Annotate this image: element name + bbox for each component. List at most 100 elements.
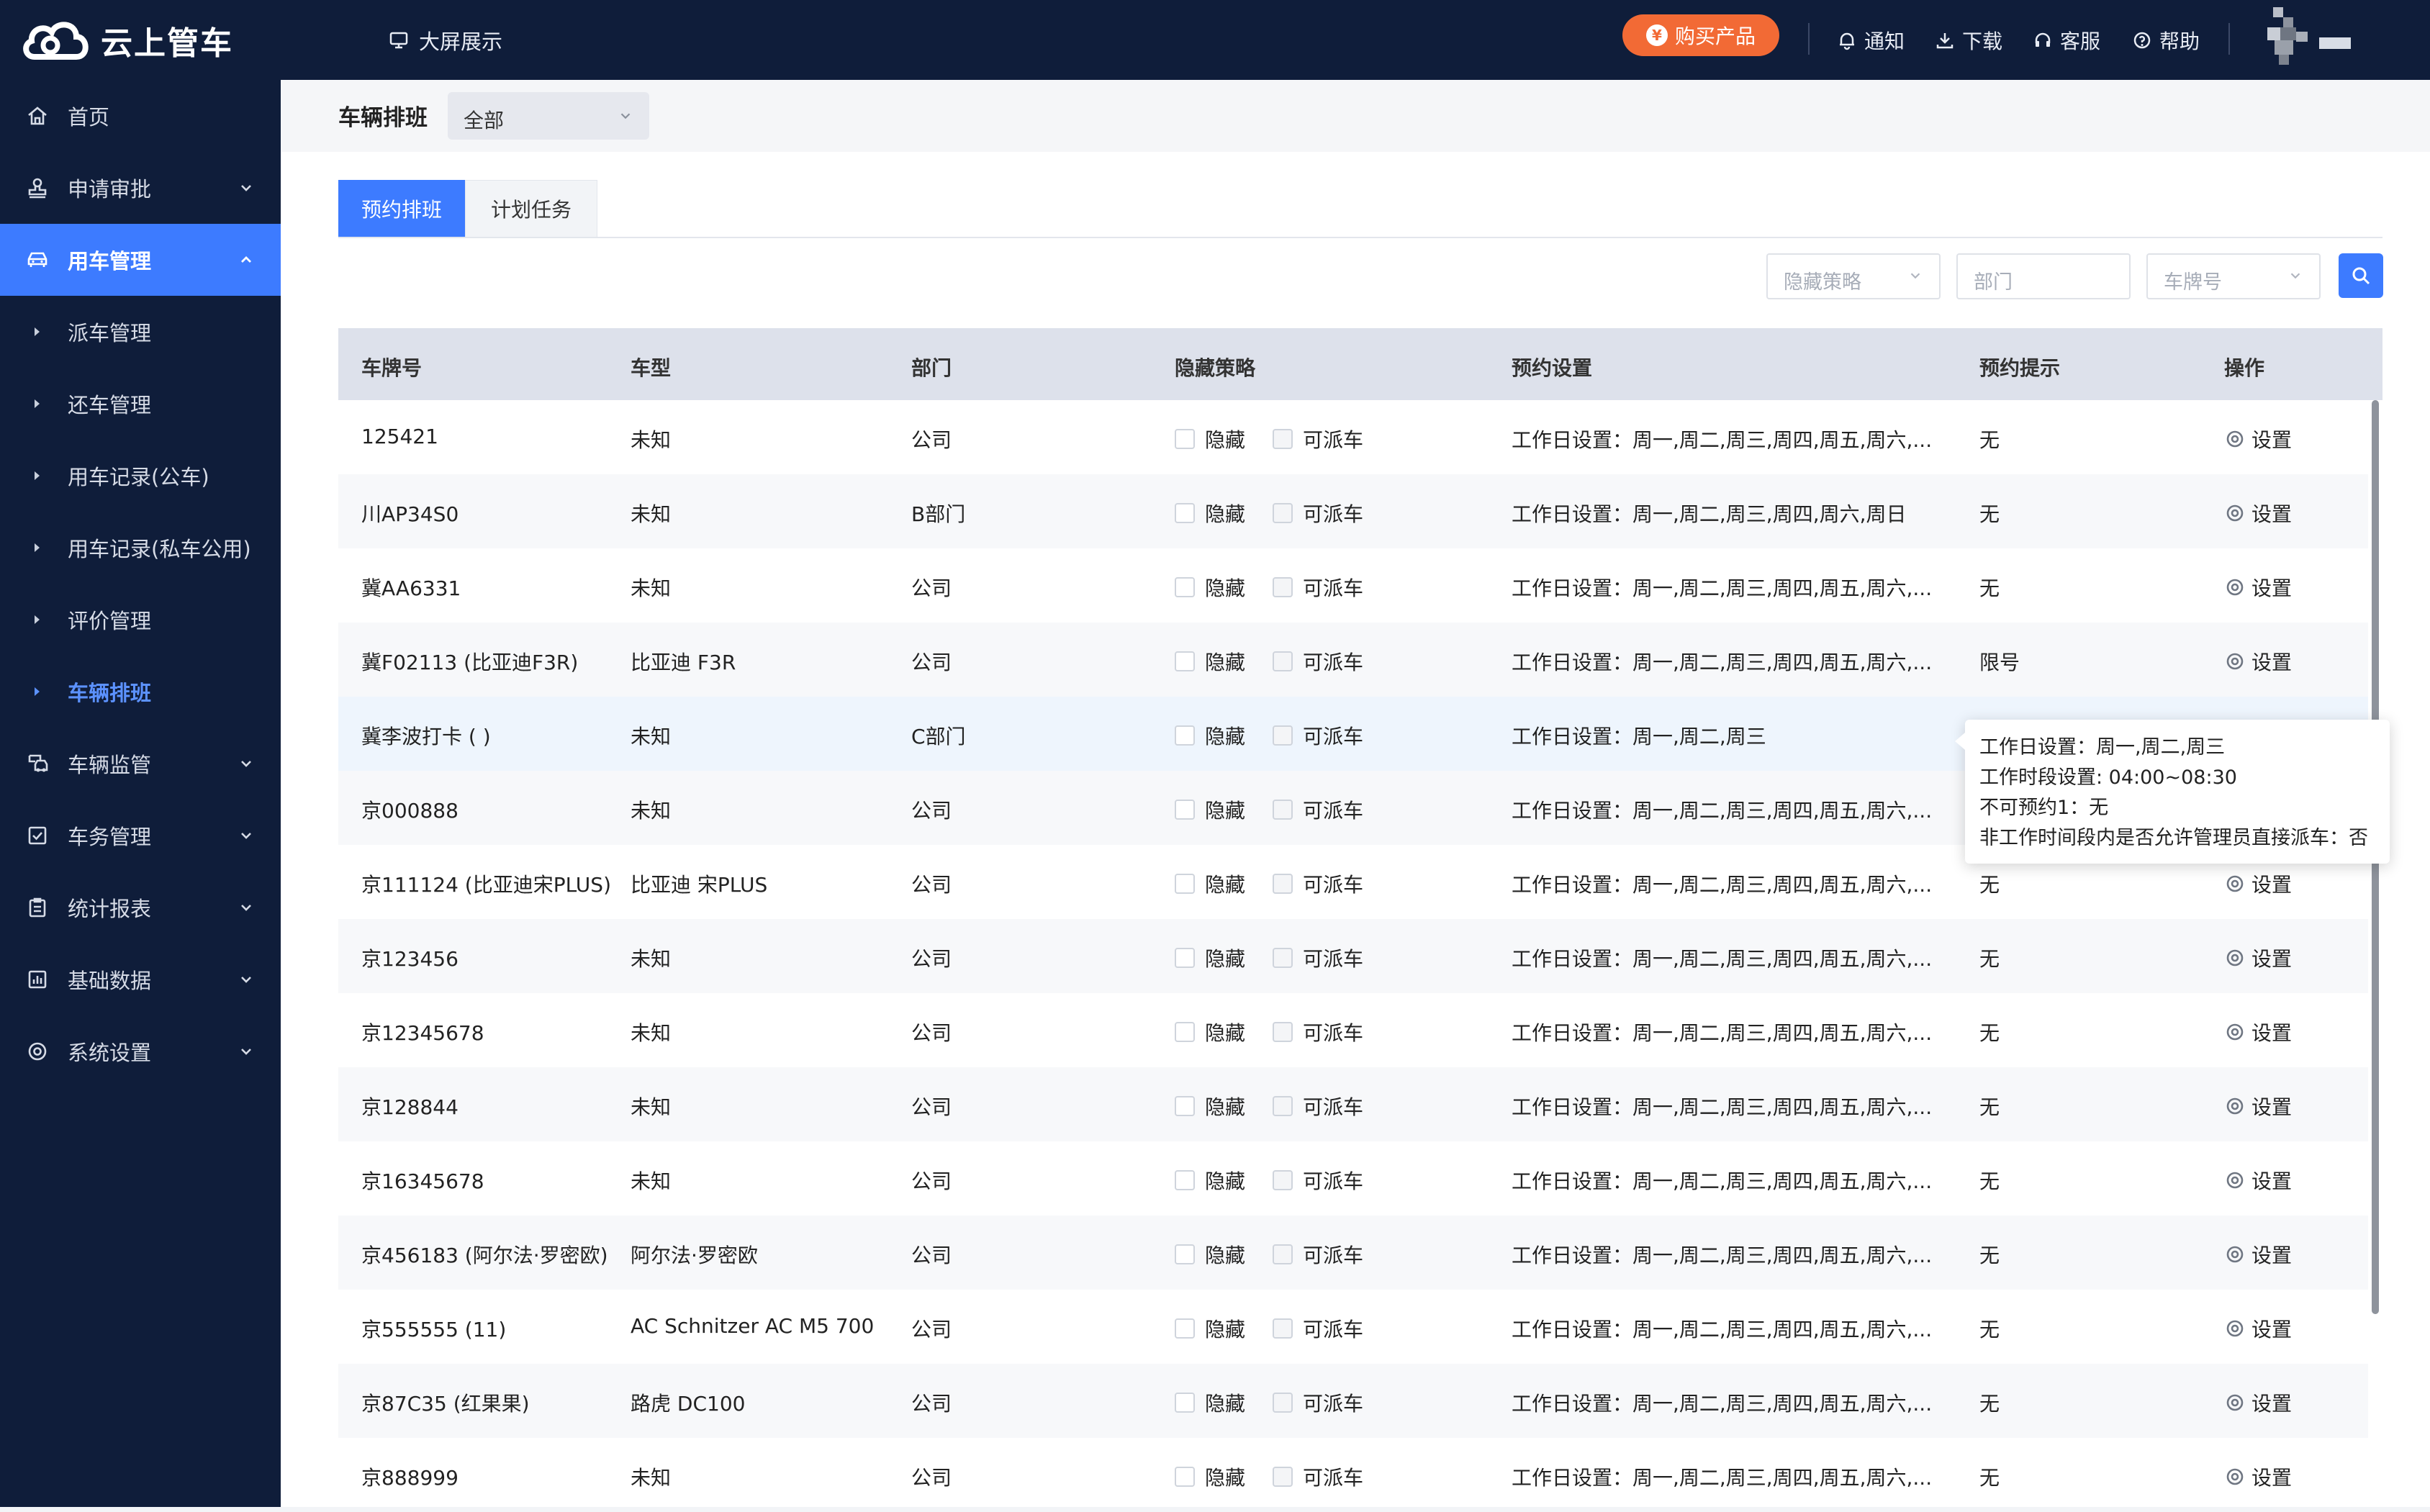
cell-reservation-settings[interactable]: 工作日设置：周一,周二,周三,周四,周五,周六,...	[1512, 1244, 1933, 1267]
settings-action-button[interactable]: 设置	[2224, 1166, 2292, 1195]
username-placeholder[interactable]	[2319, 37, 2351, 49]
dispatchable-checkbox[interactable]	[1273, 874, 1293, 894]
dispatchable-checkbox[interactable]	[1273, 1022, 1293, 1042]
table-row[interactable]: 京128844 未知 公司 隐藏 可派车 工作日设置：周一,周二,周三,周四,周五,周六,…	[338, 1067, 2368, 1141]
cell-reservation-settings[interactable]: 工作日设置：周一,周二,周三,周四,周六,周日	[1512, 502, 1907, 526]
dispatchable-checkbox[interactable]	[1273, 725, 1293, 746]
hide-checkbox[interactable]	[1175, 1393, 1195, 1413]
settings-action-button[interactable]: 设置	[2224, 1018, 2292, 1046]
table-row[interactable]: 京111124 (比亚迪宋PLUS) 比亚迪 宋PLUS 公司 隐藏 可派车 工作日设置：…	[338, 845, 2368, 919]
plate-filter-select[interactable]: 车牌号	[2146, 253, 2321, 299]
hide-checkbox[interactable]	[1175, 503, 1195, 523]
cell-reservation-settings[interactable]: 工作日设置：周一,周二,周三,周四,周五,周六,...	[1512, 428, 1933, 452]
cell-reservation-settings[interactable]: 工作日设置：周一,周二,周三,周四,周五,周六,...	[1512, 1169, 1933, 1193]
table-row[interactable]: 京12345678 未知 公司 隐藏 可派车 工作日设置：周一,周二,周三,周四,周五,周…	[338, 993, 2368, 1067]
sidebar-item-usage-record-private[interactable]: 用车记录(私车公用)	[0, 512, 281, 584]
buy-product-button[interactable]: ¥ 购买产品	[1622, 14, 1779, 56]
sidebar-item-return[interactable]: 还车管理	[0, 368, 281, 440]
settings-action-button[interactable]: 设置	[2224, 573, 2292, 602]
dispatchable-checkbox[interactable]	[1273, 1467, 1293, 1487]
hide-checkbox[interactable]	[1175, 725, 1195, 746]
settings-action-button[interactable]: 设置	[2224, 869, 2292, 898]
dispatchable-checkbox[interactable]	[1273, 948, 1293, 968]
dispatchable-checkbox[interactable]	[1273, 1170, 1293, 1190]
settings-action-button[interactable]: 设置	[2224, 425, 2292, 453]
table-row[interactable]: 京888999 未知 公司 隐藏 可派车 工作日设置：周一,周二,周三,周四,周五,周六,…	[338, 1438, 2368, 1512]
hide-checkbox[interactable]	[1175, 1096, 1195, 1116]
hide-checkbox[interactable]	[1175, 651, 1195, 671]
table-row[interactable]: 京555555 (11) AC Schnitzer AC M5 700 公司 隐藏 可派…	[338, 1290, 2368, 1364]
sidebar-item-usage-record-public[interactable]: 用车记录(公车)	[0, 440, 281, 512]
cell-reservation-settings[interactable]: 工作日设置：周一,周二,周三,周四,周五,周六,...	[1512, 1318, 1933, 1341]
tab-reservation-schedule[interactable]: 预约排班	[338, 180, 465, 237]
user-avatar[interactable]	[2264, 7, 2311, 65]
tab-planned-tasks[interactable]: 计划任务	[465, 180, 597, 237]
hide-checkbox[interactable]	[1175, 429, 1195, 449]
sidebar-item-basic-data[interactable]: 基础数据	[0, 943, 281, 1015]
settings-action-button[interactable]: 设置	[2224, 647, 2292, 676]
settings-action-button[interactable]: 设置	[2224, 943, 2292, 972]
sidebar-item-home[interactable]: 首页	[0, 80, 281, 152]
cell-reservation-settings[interactable]: 工作日设置：周一,周二,周三,周四,周五,周六,...	[1512, 873, 1933, 897]
settings-action-button[interactable]: 设置	[2224, 1462, 2292, 1491]
dispatchable-checkbox[interactable]	[1273, 1393, 1293, 1413]
dispatchable-checkbox[interactable]	[1273, 1244, 1293, 1264]
settings-action-button[interactable]: 设置	[2224, 1092, 2292, 1121]
hide-checkbox[interactable]	[1175, 1467, 1195, 1487]
dispatchable-checkbox[interactable]	[1273, 651, 1293, 671]
sidebar-item-evaluation[interactable]: 评价管理	[0, 584, 281, 656]
hide-checkbox[interactable]	[1175, 874, 1195, 894]
search-button[interactable]	[2339, 253, 2383, 298]
settings-action-button[interactable]: 设置	[2224, 1388, 2292, 1417]
table-row[interactable]: 京123456 未知 公司 隐藏 可派车 工作日设置：周一,周二,周三,周四,周五,周六,…	[338, 919, 2368, 993]
sidebar-item-reports[interactable]: 统计报表	[0, 872, 281, 943]
customer-service-button[interactable]: 客服	[2033, 19, 2100, 62]
cell-reservation-settings[interactable]: 工作日设置：周一,周二,周三,周四,周五,周六,...	[1512, 1466, 1933, 1490]
cell-reservation-settings[interactable]: 工作日设置：周一,周二,周三,周四,周五,周六,...	[1512, 651, 1933, 674]
bigscreen-link[interactable]: 大屏展示	[389, 19, 502, 62]
cell-reservation-settings[interactable]: 工作日设置：周一,周二,周三,周四,周五,周六,...	[1512, 576, 1933, 600]
cell-reservation-settings[interactable]: 工作日设置：周一,周二,周三,周四,周五,周六,...	[1512, 799, 1933, 823]
cell-reservation-settings[interactable]: 工作日设置：周一,周二,周三	[1512, 725, 1766, 748]
dispatchable-checkbox[interactable]	[1273, 429, 1293, 449]
hide-checkbox[interactable]	[1175, 948, 1195, 968]
hide-checkbox[interactable]	[1175, 1170, 1195, 1190]
download-button[interactable]: 下载	[1935, 19, 2002, 62]
strategy-filter-select[interactable]: 隐藏策略	[1766, 253, 1941, 299]
table-row[interactable]: 京87C35 (红果果) 路虎 DC100 公司 隐藏 可派车 工作日设置：周一,周二,周…	[338, 1364, 2368, 1438]
dispatchable-checkbox[interactable]	[1273, 1318, 1293, 1339]
hide-checkbox[interactable]	[1175, 1244, 1195, 1264]
settings-action-button[interactable]: 设置	[2224, 1240, 2292, 1269]
hide-checkbox[interactable]	[1175, 577, 1195, 597]
table-row[interactable]: 125421 未知 公司 隐藏 可派车 工作日设置：周一,周二,周三,周四,周五,周六,.…	[338, 400, 2368, 474]
dispatchable-checkbox[interactable]	[1273, 503, 1293, 523]
sidebar-item-dispatch[interactable]: 派车管理	[0, 296, 281, 368]
hide-checkbox[interactable]	[1175, 800, 1195, 820]
cell-reservation-settings[interactable]: 工作日设置：周一,周二,周三,周四,周五,周六,...	[1512, 947, 1933, 971]
table-row[interactable]: 冀AA6331 未知 公司 隐藏 可派车 工作日设置：周一,周二,周三,周四,周五,周六,…	[338, 548, 2368, 623]
app-logo[interactable]: 云上管车	[20, 10, 233, 71]
cell-reservation-settings[interactable]: 工作日设置：周一,周二,周三,周四,周五,周六,...	[1512, 1021, 1933, 1045]
cell-reservation-settings[interactable]: 工作日设置：周一,周二,周三,周四,周五,周六,...	[1512, 1095, 1933, 1119]
help-button[interactable]: 帮助	[2132, 19, 2200, 62]
dispatchable-checkbox[interactable]	[1273, 1096, 1293, 1116]
scope-select[interactable]: 全部	[448, 92, 649, 140]
settings-action-button[interactable]: 设置	[2224, 1314, 2292, 1343]
sidebar-item-vehicle-monitoring[interactable]: 车辆监管	[0, 728, 281, 800]
hide-checkbox[interactable]	[1175, 1022, 1195, 1042]
table-row[interactable]: 京16345678 未知 公司 隐藏 可派车 工作日设置：周一,周二,周三,周四,周五,周…	[338, 1141, 2368, 1216]
sidebar-item-vehicle-usage[interactable]: 用车管理	[0, 224, 281, 296]
cell-reservation-settings[interactable]: 工作日设置：周一,周二,周三,周四,周五,周六,...	[1512, 1392, 1933, 1416]
sidebar-item-vehicle-affairs[interactable]: 车务管理	[0, 800, 281, 872]
sidebar-item-vehicle-schedule[interactable]: 车辆排班	[0, 656, 281, 728]
settings-action-button[interactable]: 设置	[2224, 499, 2292, 528]
sidebar-item-approval[interactable]: 申请审批	[0, 152, 281, 224]
table-row[interactable]: 川AP34S0 未知 B部门 隐藏 可派车 工作日设置：周一,周二,周三,周四,周六,周日…	[338, 474, 2368, 548]
notification-button[interactable]: 通知	[1837, 19, 1905, 62]
sidebar-item-system-settings[interactable]: 系统设置	[0, 1015, 281, 1087]
dispatchable-checkbox[interactable]	[1273, 577, 1293, 597]
hide-checkbox[interactable]	[1175, 1318, 1195, 1339]
table-row[interactable]: 京456183 (阿尔法·罗密欧) 阿尔法·罗密欧 公司 隐藏 可派车 工作日设置：周一,…	[338, 1216, 2368, 1290]
table-row[interactable]: 冀F02113 (比亚迪F3R) 比亚迪 F3R 公司 隐藏 可派车 工作日设置：周一,周…	[338, 623, 2368, 697]
dispatchable-checkbox[interactable]	[1273, 800, 1293, 820]
